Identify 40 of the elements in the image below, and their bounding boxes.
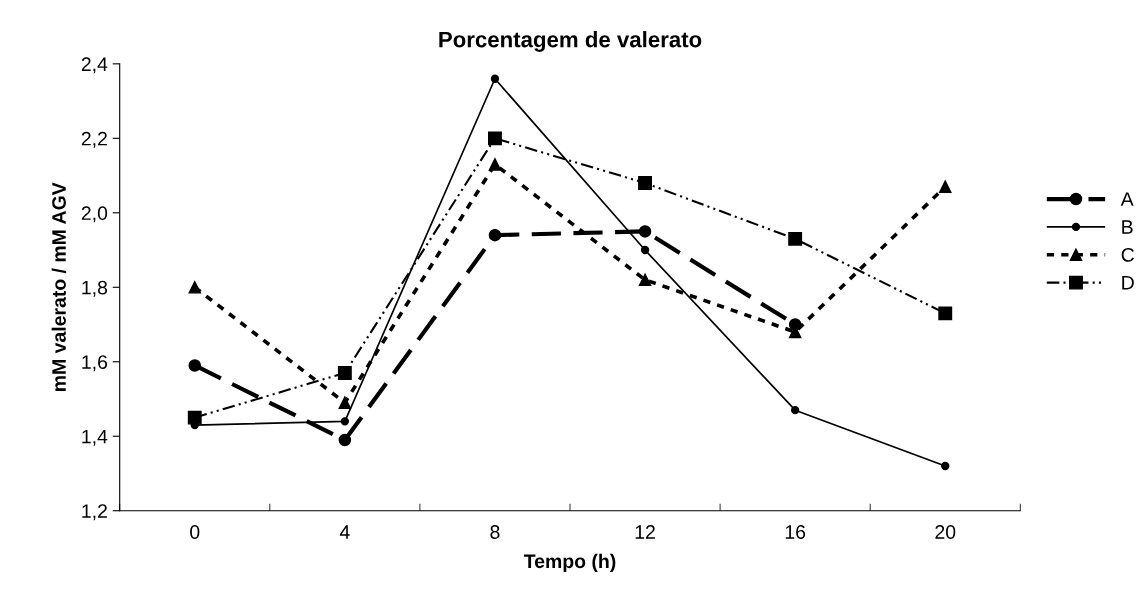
point: [638, 176, 652, 190]
x-tick-label: 16: [785, 525, 806, 539]
y-tick-label: 1,4: [82, 429, 108, 446]
point: [488, 158, 502, 171]
x-axis-title: Tempo (h): [523, 553, 616, 572]
x-tick-label: 12: [635, 525, 655, 539]
x-tick-label: 4: [339, 525, 350, 539]
point: [640, 245, 650, 255]
point: [638, 225, 652, 238]
y-tick-label: 2,2: [81, 131, 107, 148]
point: [490, 74, 500, 83]
point: [941, 461, 950, 471]
legend-label: D: [1122, 276, 1134, 290]
y-tick-label: 1,2: [82, 504, 107, 521]
point: [488, 131, 502, 146]
y-tick-label: 2,0: [81, 206, 108, 223]
point: [187, 410, 202, 425]
point: [338, 433, 352, 447]
point: [338, 396, 352, 409]
point: [188, 281, 202, 294]
point: [488, 228, 502, 242]
x-tick-label: 8: [490, 525, 500, 539]
x-tick-label: 20: [935, 525, 956, 539]
point: [337, 365, 352, 380]
y-tick-label: 1,6: [82, 355, 108, 372]
legend-label: A: [1120, 192, 1134, 206]
legend-label: C: [1121, 247, 1134, 262]
legend-label: B: [1122, 220, 1133, 234]
point: [938, 306, 953, 321]
point: [790, 406, 800, 415]
chart-title: Porcentagem de valerato: [439, 31, 702, 52]
y-axis-title: mM valerato / mM AGV: [51, 182, 67, 391]
y-tick-label: 2,4: [81, 57, 108, 74]
x-tick-label: 0: [190, 525, 200, 539]
point: [638, 273, 652, 287]
point: [340, 417, 350, 426]
y-tick-label: 1,8: [82, 280, 108, 297]
point: [938, 180, 952, 193]
point: [188, 359, 202, 372]
point: [788, 231, 803, 246]
